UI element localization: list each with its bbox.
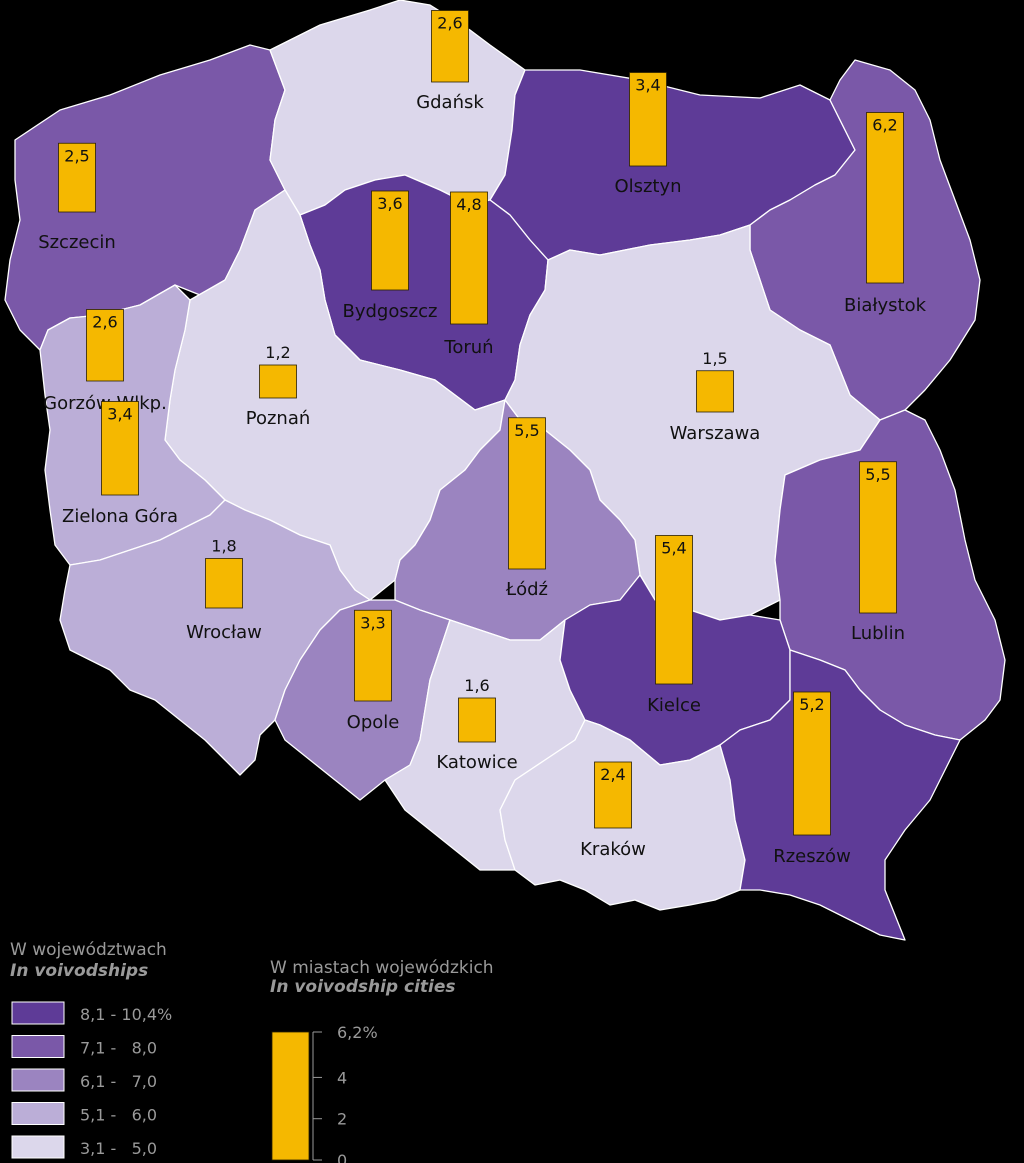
city-14: 3,3 Opole xyxy=(347,609,400,733)
city-name-label: Kielce xyxy=(647,695,701,716)
city-value-label: 6,2 xyxy=(872,116,897,135)
city-bar[interactable] xyxy=(431,10,469,83)
city-15: 1,6 Katowice xyxy=(436,676,517,773)
city-name-label: Opole xyxy=(347,712,400,733)
city-bar[interactable] xyxy=(205,558,243,609)
city-value-label: 3,4 xyxy=(635,76,660,95)
legend-range-label: 6,1 - 7,0 xyxy=(80,1072,157,1091)
city-name-label: Zielona Góra xyxy=(62,506,178,527)
region-podkarpackie[interactable] xyxy=(719,649,961,941)
city-bar[interactable] xyxy=(508,417,546,570)
city-value-label: 5,5 xyxy=(514,421,539,440)
legend-range-label: 7,1 - 8,0 xyxy=(80,1039,157,1058)
city-name-label: Bydgoszcz xyxy=(342,301,437,322)
city-value-label: 5,4 xyxy=(661,539,686,558)
city-value-label: 3,3 xyxy=(360,613,385,632)
legend-voiv-subtitle: In voivodships xyxy=(10,961,148,981)
city-name-label: Katowice xyxy=(436,752,517,773)
legend-cities-subtitle: In voivodship cities xyxy=(270,977,456,997)
legend-cities-title: W miastach wojewódzkich xyxy=(270,958,494,978)
city-bar[interactable] xyxy=(371,190,409,291)
city-12: 1,8 Wrocław xyxy=(186,537,262,644)
city-bar[interactable] xyxy=(859,461,897,614)
legend-range-label: 5,1 - 6,0 xyxy=(80,1106,157,1125)
legend-tick-label: 2 xyxy=(337,1110,347,1129)
city-name-label: Toruń xyxy=(443,337,493,358)
city-value-label: 3,4 xyxy=(107,405,132,424)
city-bar[interactable] xyxy=(458,697,496,743)
city-name-label: Warszawa xyxy=(670,423,761,444)
city-bar[interactable] xyxy=(655,535,693,685)
city-value-label: 1,8 xyxy=(211,537,236,556)
city-bar[interactable] xyxy=(696,370,734,413)
legend-swatch xyxy=(11,1001,65,1025)
city-name-label: Olsztyn xyxy=(614,176,681,197)
city-bar[interactable] xyxy=(629,72,667,167)
legend-swatch xyxy=(11,1068,65,1092)
city-bar[interactable] xyxy=(259,364,297,399)
city-0: 2,6 Gdańsk xyxy=(416,10,484,113)
city-bar[interactable] xyxy=(101,401,139,496)
city-value-label: 1,6 xyxy=(464,676,489,695)
city-value-label: 2,6 xyxy=(92,313,117,332)
legend-swatch xyxy=(11,1135,65,1159)
city-bar[interactable] xyxy=(58,142,96,213)
city-name-label: Białystok xyxy=(844,295,927,316)
city-value-label: 2,6 xyxy=(437,14,462,33)
legend-swatch xyxy=(11,1102,65,1125)
legend-tick-label: 0 xyxy=(337,1151,347,1163)
city-name-label: Kraków xyxy=(580,839,646,860)
legend-bar xyxy=(271,1031,310,1161)
legend-voiv-title: W województwach xyxy=(10,940,167,960)
city-9: 3,4 Zielona Góra xyxy=(62,401,178,527)
legend-swatch xyxy=(11,1035,65,1058)
city-1: 3,4 Olsztyn xyxy=(614,72,682,197)
city-name-label: Łódź xyxy=(505,579,548,600)
legend-tick-label: 6,2% xyxy=(337,1023,378,1042)
city-bar[interactable] xyxy=(594,761,632,829)
city-13: 5,4 Kielce xyxy=(647,535,701,716)
city-bar[interactable] xyxy=(354,609,392,702)
city-value-label: 4,8 xyxy=(456,195,481,214)
city-5: 4,8 Toruń xyxy=(443,191,494,358)
city-bar[interactable] xyxy=(793,691,831,836)
city-10: 5,5 Łódź xyxy=(505,417,548,600)
city-2: 2,5 Szczecin xyxy=(38,142,116,253)
city-name-label: Szczecin xyxy=(38,232,116,253)
city-4: 3,6 Bydgoszcz xyxy=(342,190,438,322)
city-value-label: 2,4 xyxy=(600,765,625,784)
city-bar[interactable] xyxy=(450,191,488,325)
city-3: 6,2 Białystok xyxy=(844,112,927,316)
city-bar[interactable] xyxy=(86,309,124,382)
city-16: 5,2 Rzeszów xyxy=(773,691,851,867)
city-8: 1,5 Warszawa xyxy=(670,349,761,444)
city-value-label: 2,5 xyxy=(64,146,89,165)
city-value-label: 5,2 xyxy=(799,695,824,714)
city-name-label: Rzeszów xyxy=(773,846,851,867)
legend-tick-label: 4 xyxy=(337,1068,347,1087)
city-value-label: 1,5 xyxy=(702,349,727,368)
city-bar[interactable] xyxy=(866,112,904,284)
city-name-label: Lublin xyxy=(851,623,905,644)
city-name-label: Poznań xyxy=(246,408,311,429)
city-name-label: Gdańsk xyxy=(416,92,484,113)
city-value-label: 1,2 xyxy=(265,343,290,362)
city-name-label: Wrocław xyxy=(186,622,262,643)
city-value-label: 5,5 xyxy=(865,465,890,484)
city-value-label: 3,6 xyxy=(377,194,402,213)
city-7: 1,2 Poznań xyxy=(246,343,311,429)
city-17: 2,4 Kraków xyxy=(580,761,646,860)
city-11: 5,5 Lublin xyxy=(851,461,905,644)
legend-range-label: 8,1 - 10,4% xyxy=(80,1005,172,1024)
legend-range-label: 3,1 - 5,0 xyxy=(80,1139,157,1158)
